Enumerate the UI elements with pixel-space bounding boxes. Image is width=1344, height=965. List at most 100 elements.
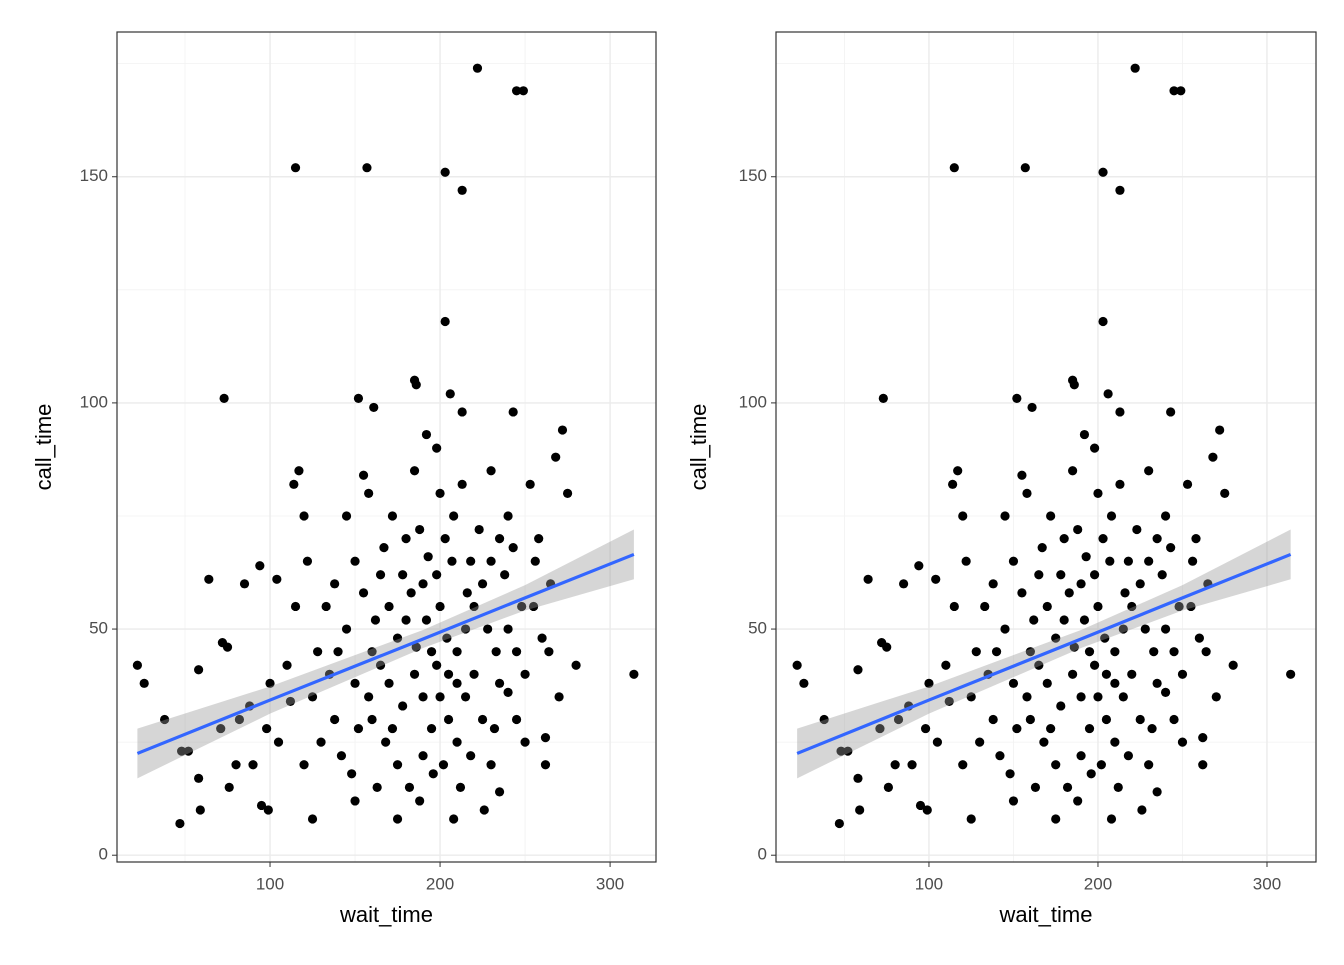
point bbox=[503, 511, 513, 521]
y-tick-label: 100 bbox=[80, 392, 108, 411]
point bbox=[486, 760, 496, 770]
point bbox=[1037, 543, 1047, 553]
point bbox=[1137, 805, 1147, 815]
point bbox=[1101, 669, 1112, 679]
point bbox=[440, 167, 450, 177]
point bbox=[1027, 402, 1037, 413]
point bbox=[273, 737, 284, 747]
point bbox=[922, 805, 932, 815]
point bbox=[1228, 660, 1238, 670]
point bbox=[452, 647, 462, 657]
y-axis-title: call_time bbox=[31, 404, 56, 491]
point bbox=[367, 647, 377, 657]
point bbox=[1188, 556, 1198, 566]
point bbox=[160, 714, 170, 725]
point bbox=[392, 814, 403, 824]
point bbox=[975, 737, 985, 747]
point bbox=[432, 660, 442, 670]
point bbox=[1051, 814, 1061, 824]
point bbox=[1022, 488, 1032, 498]
point bbox=[949, 163, 959, 173]
point bbox=[411, 642, 421, 652]
point bbox=[1194, 633, 1204, 643]
point bbox=[1000, 511, 1010, 521]
point bbox=[132, 660, 143, 670]
point bbox=[511, 647, 522, 657]
point bbox=[1147, 723, 1157, 734]
point bbox=[418, 692, 428, 702]
point bbox=[404, 782, 415, 792]
y-tick-label: 0 bbox=[758, 845, 767, 864]
point bbox=[263, 805, 273, 815]
point bbox=[1157, 570, 1167, 580]
point bbox=[299, 511, 309, 521]
point bbox=[1191, 533, 1201, 544]
point bbox=[1144, 760, 1154, 770]
point bbox=[411, 380, 421, 390]
point bbox=[330, 579, 340, 589]
point bbox=[819, 714, 829, 725]
point bbox=[1022, 692, 1032, 702]
point bbox=[282, 660, 292, 670]
point bbox=[1068, 669, 1078, 679]
point bbox=[953, 466, 963, 476]
y-tick-label: 150 bbox=[80, 166, 108, 185]
point bbox=[341, 511, 352, 521]
point bbox=[1160, 624, 1171, 634]
point bbox=[1115, 407, 1125, 417]
point bbox=[479, 805, 489, 815]
point bbox=[336, 751, 347, 761]
point bbox=[562, 488, 573, 498]
point bbox=[941, 660, 951, 670]
point bbox=[290, 601, 301, 612]
point bbox=[1079, 615, 1090, 625]
point bbox=[875, 723, 885, 734]
point bbox=[445, 389, 455, 399]
point bbox=[853, 773, 863, 783]
point bbox=[358, 470, 369, 480]
point bbox=[316, 737, 326, 747]
point bbox=[1056, 701, 1066, 711]
point bbox=[551, 452, 561, 462]
point bbox=[362, 163, 372, 173]
point bbox=[1020, 163, 1030, 173]
point bbox=[401, 615, 411, 625]
point bbox=[472, 63, 483, 73]
point bbox=[530, 556, 540, 566]
panel-border bbox=[775, 31, 1317, 863]
point bbox=[435, 488, 445, 498]
point bbox=[486, 466, 496, 476]
point bbox=[302, 556, 313, 566]
point bbox=[194, 773, 204, 783]
point bbox=[1106, 511, 1117, 521]
point bbox=[1017, 588, 1027, 598]
point bbox=[372, 782, 382, 792]
point bbox=[421, 429, 432, 440]
x-axis-title: wait_time bbox=[999, 902, 1093, 927]
point bbox=[353, 393, 364, 403]
point bbox=[1046, 511, 1056, 521]
point bbox=[1098, 167, 1108, 177]
point bbox=[1056, 570, 1066, 580]
point bbox=[1068, 466, 1078, 476]
x-tick-label: 100 bbox=[256, 874, 284, 893]
point bbox=[398, 570, 408, 580]
point bbox=[1208, 452, 1218, 462]
point bbox=[483, 624, 493, 634]
point bbox=[988, 714, 998, 725]
point bbox=[239, 579, 250, 589]
point bbox=[1093, 488, 1103, 498]
point bbox=[1025, 647, 1035, 657]
point bbox=[442, 633, 452, 643]
point bbox=[1169, 86, 1179, 96]
point bbox=[991, 647, 1002, 657]
point bbox=[1106, 814, 1117, 824]
point bbox=[1120, 588, 1130, 598]
point bbox=[262, 723, 272, 734]
point bbox=[1000, 624, 1010, 634]
point bbox=[1105, 556, 1115, 566]
point bbox=[294, 466, 304, 476]
point bbox=[1127, 601, 1137, 612]
point bbox=[466, 556, 476, 566]
point bbox=[503, 687, 513, 697]
